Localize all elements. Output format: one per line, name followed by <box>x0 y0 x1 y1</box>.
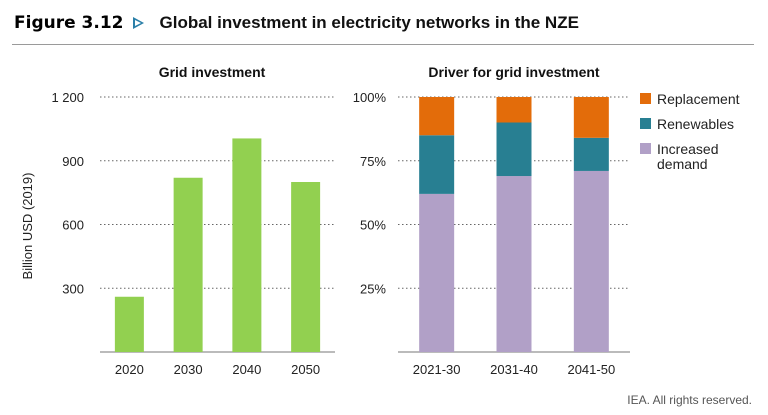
y-tick-label: 1 200 <box>51 90 84 105</box>
legend-label: demand <box>657 156 708 172</box>
legend-swatch-replacement <box>640 93 651 104</box>
bar-2040 <box>232 138 262 352</box>
figure-label: Figure 3.12 <box>14 13 124 33</box>
bar-2050 <box>291 182 321 352</box>
y-tick-label: 300 <box>62 281 84 296</box>
bar-2030 <box>173 177 203 352</box>
driver-grid-investment-chart: Driver for grid investment 25% 50% 75% 100%… <box>353 64 740 377</box>
x-tick-label: 2020 <box>115 362 144 377</box>
y-tick-label: 50% <box>360 218 386 233</box>
bar-segment-renewables-2041-50 <box>573 137 609 171</box>
grid-investment-chart: Grid investment Billion USD (2019) 300 60… <box>20 64 335 377</box>
y-tick-label: 600 <box>62 218 84 233</box>
bar-segment-increased-demand-2021-30 <box>419 193 455 352</box>
bar-segment-replacement-2031-40 <box>496 97 532 123</box>
y-tick-label: 900 <box>62 154 84 169</box>
y-tick-label: 100% <box>353 90 387 105</box>
figure-title: Global investment in electricity network… <box>159 13 579 32</box>
driver-chart-title: Driver for grid investment <box>428 64 599 80</box>
bar-2020 <box>114 296 144 352</box>
grid-investment-title: Grid investment <box>159 64 266 80</box>
legend-label: Increased <box>657 141 718 157</box>
bar-segment-renewables-2021-30 <box>419 135 455 194</box>
triangle-arrow-icon <box>132 17 144 29</box>
x-tick-label: 2050 <box>291 362 320 377</box>
legend-swatch-increased_demand <box>640 143 651 154</box>
x-tick-label: 2041-50 <box>567 362 615 377</box>
figure-header: Figure 3.12 Global investment in electri… <box>14 8 754 38</box>
bar-segment-renewables-2031-40 <box>496 122 532 177</box>
x-tick-label: 2021-30 <box>413 362 461 377</box>
header-divider <box>12 44 754 45</box>
bar-segment-replacement-2041-50 <box>573 97 609 138</box>
charts-area: Grid investment Billion USD (2019) 300 60… <box>20 64 740 377</box>
y-axis-label: Billion USD (2019) <box>20 173 35 280</box>
bar-segment-increased-demand-2031-40 <box>496 176 532 352</box>
x-tick-label: 2031-40 <box>490 362 538 377</box>
legend-label: Replacement <box>657 91 740 107</box>
legend-label: Renewables <box>657 116 734 132</box>
bar-segment-increased-demand-2041-50 <box>573 170 609 352</box>
credit-text: IEA. All rights reserved. <box>627 393 752 407</box>
bar-segment-replacement-2021-30 <box>419 97 455 136</box>
y-tick-label: 25% <box>360 281 386 296</box>
y-tick-label: 75% <box>360 154 386 169</box>
x-tick-label: 2030 <box>174 362 203 377</box>
legend-swatch-renewables <box>640 118 651 129</box>
x-tick-label: 2040 <box>232 362 261 377</box>
